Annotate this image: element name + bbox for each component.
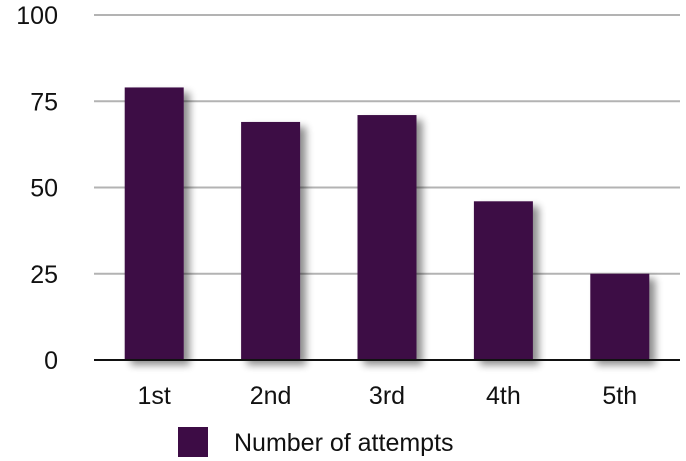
bar (357, 115, 417, 360)
y-axis-tick-labels: 0 25 50 75 100 (16, 2, 58, 375)
bar (241, 121, 301, 360)
x-tick-label: 1st (138, 382, 171, 410)
bar (590, 273, 650, 360)
y-tick-label: 100 (16, 2, 58, 30)
x-tick-label: 2nd (250, 382, 292, 410)
legend-swatch (178, 427, 208, 457)
legend: Number of attempts (178, 427, 454, 457)
x-tick-label: 5th (602, 382, 637, 410)
bar (473, 201, 533, 360)
y-tick-label: 25 (30, 261, 58, 289)
y-tick-label: 50 (30, 175, 58, 203)
legend-label: Number of attempts (234, 429, 454, 457)
x-axis-tick-labels: 1st 2nd 3rd 4th 5th (138, 382, 638, 410)
y-tick-label: 75 (30, 88, 58, 116)
x-tick-label: 3rd (369, 382, 405, 410)
x-tick-label: 4th (486, 382, 521, 410)
bar (124, 87, 184, 360)
bars (124, 87, 650, 360)
y-tick-label: 0 (44, 347, 58, 375)
